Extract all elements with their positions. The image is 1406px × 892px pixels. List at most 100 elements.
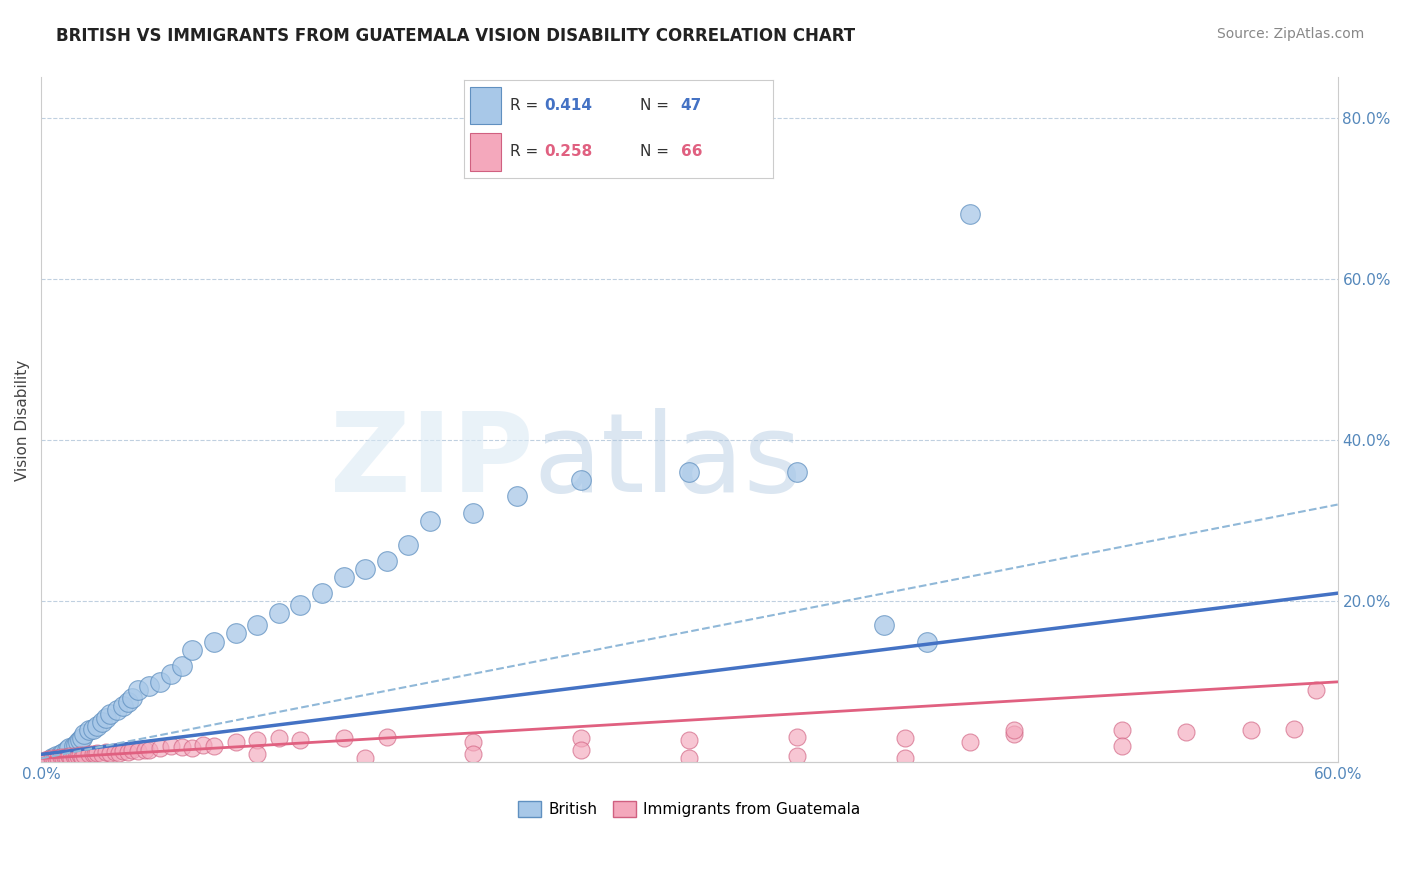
- Bar: [470, 133, 501, 170]
- Text: 66: 66: [681, 145, 702, 160]
- Point: [112, 699, 135, 714]
- Point: [127, 682, 149, 697]
- Point: [121, 690, 143, 705]
- Point: [69, 732, 91, 747]
- Point: [41, 751, 63, 765]
- Point: [786, 749, 808, 764]
- Point: [103, 745, 125, 759]
- Text: 0.258: 0.258: [544, 145, 593, 160]
- Point: [127, 744, 149, 758]
- Point: [98, 746, 121, 760]
- Point: [1111, 739, 1133, 754]
- Point: [37, 752, 59, 766]
- Point: [159, 739, 181, 754]
- Text: N =: N =: [640, 145, 673, 160]
- Point: [94, 711, 117, 725]
- Point: [786, 730, 808, 744]
- Point: [82, 722, 104, 736]
- Point: [569, 474, 592, 488]
- Point: [959, 735, 981, 749]
- Point: [108, 746, 131, 760]
- Point: [53, 749, 76, 764]
- Point: [65, 738, 87, 752]
- Point: [159, 666, 181, 681]
- Point: [354, 562, 377, 576]
- Point: [73, 727, 96, 741]
- Point: [170, 658, 193, 673]
- Point: [332, 570, 354, 584]
- Point: [959, 207, 981, 221]
- Point: [70, 731, 93, 746]
- Point: [202, 739, 225, 754]
- Text: R =: R =: [510, 145, 544, 160]
- Point: [34, 753, 56, 767]
- Point: [84, 747, 107, 762]
- Point: [170, 740, 193, 755]
- Text: 0.414: 0.414: [544, 98, 592, 113]
- Point: [398, 538, 420, 552]
- Point: [354, 751, 377, 765]
- Point: [60, 750, 83, 764]
- Point: [290, 599, 312, 613]
- Point: [786, 466, 808, 480]
- Point: [66, 749, 89, 764]
- Text: atlas: atlas: [534, 408, 803, 515]
- Point: [86, 719, 108, 733]
- Point: [66, 735, 89, 749]
- Point: [873, 618, 896, 632]
- Point: [117, 695, 139, 709]
- Point: [678, 466, 700, 480]
- Point: [149, 740, 172, 755]
- Point: [98, 707, 121, 722]
- Point: [117, 745, 139, 759]
- Point: [569, 743, 592, 757]
- Point: [86, 746, 108, 760]
- Point: [58, 749, 80, 764]
- Point: [138, 679, 160, 693]
- Point: [42, 752, 65, 766]
- Point: [138, 743, 160, 757]
- Point: [62, 739, 84, 754]
- Point: [45, 749, 67, 764]
- Point: [569, 731, 592, 746]
- Point: [73, 748, 96, 763]
- Text: 47: 47: [681, 98, 702, 113]
- Point: [290, 732, 312, 747]
- Point: [1305, 682, 1327, 697]
- Point: [267, 731, 290, 746]
- Point: [52, 746, 75, 760]
- Point: [1240, 723, 1263, 738]
- Point: [246, 747, 269, 762]
- Point: [65, 749, 87, 764]
- Point: [56, 751, 79, 765]
- Point: [41, 751, 63, 765]
- Point: [48, 751, 70, 765]
- Point: [90, 747, 112, 761]
- Point: [678, 732, 700, 747]
- Point: [62, 749, 84, 764]
- Point: [56, 743, 79, 757]
- Y-axis label: Vision Disability: Vision Disability: [15, 359, 30, 481]
- Text: BRITISH VS IMMIGRANTS FROM GUATEMALA VISION DISABILITY CORRELATION CHART: BRITISH VS IMMIGRANTS FROM GUATEMALA VIS…: [56, 27, 855, 45]
- Point: [49, 747, 72, 762]
- Point: [193, 738, 215, 752]
- Point: [121, 743, 143, 757]
- Text: ZIP: ZIP: [330, 408, 534, 515]
- Point: [52, 750, 75, 764]
- Point: [1175, 724, 1198, 739]
- Point: [202, 634, 225, 648]
- Point: [225, 626, 247, 640]
- Point: [82, 747, 104, 761]
- Point: [149, 674, 172, 689]
- Point: [77, 747, 100, 762]
- Point: [90, 715, 112, 730]
- Point: [112, 744, 135, 758]
- Point: [45, 750, 67, 764]
- Text: R =: R =: [510, 98, 544, 113]
- Point: [375, 730, 398, 744]
- Point: [505, 490, 527, 504]
- Point: [1111, 723, 1133, 738]
- Point: [678, 751, 700, 765]
- Point: [49, 749, 72, 764]
- Point: [332, 731, 354, 746]
